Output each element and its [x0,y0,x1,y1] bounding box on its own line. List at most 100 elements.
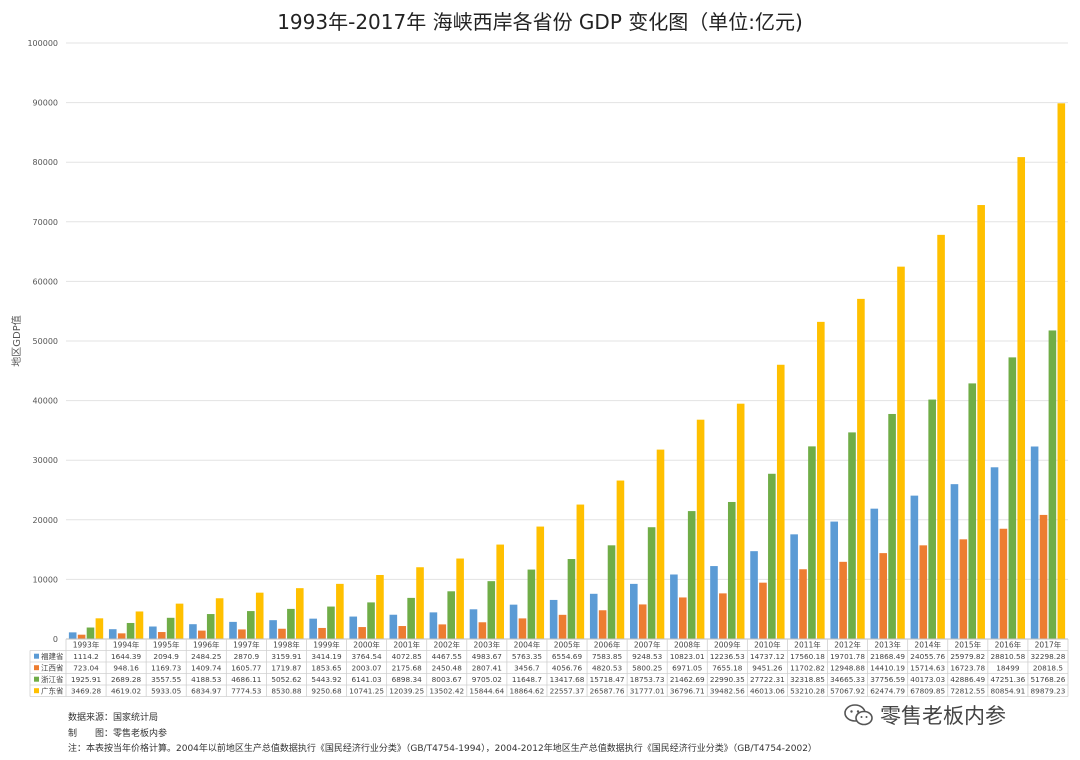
bar [398,626,407,639]
y-tick-label: 90000 [33,99,58,108]
data-table-value: 4820.53 [592,664,623,673]
y-tick-label: 70000 [33,218,58,227]
data-table-value: 18753.73 [630,675,665,684]
bar [736,403,745,639]
bar [536,526,545,639]
footnote: 注：本表按当年价格计算。2004年以前地区生产总值数据执行《国民经济行业分类》（… [68,744,817,754]
bar [438,624,447,639]
bar [656,449,665,639]
data-table-value: 1925.91 [71,675,101,684]
data-table-value: 4686.11 [231,675,261,684]
bar [799,569,807,639]
legend-label: 福建省 [41,651,64,661]
bar [349,616,358,639]
data-table-value: 20818.5 [1033,664,1063,673]
data-table-value: 6971.05 [672,664,702,673]
chart-title: 1993年-2017年 海峡西岸各省份 GDP 变化图（单位:亿元) [277,10,803,34]
data-table-value: 32318.85 [790,675,825,684]
x-tick-label: 2013年 [874,640,901,650]
data-table-value: 14410.19 [870,664,905,673]
x-tick-label: 2010年 [754,640,781,650]
bar [558,614,567,639]
bar [959,539,968,639]
data-table-value: 4072.85 [392,652,422,661]
x-tick-label: 2015年 [955,640,982,650]
data-table-value: 1719.87 [271,664,302,673]
bar [830,521,839,639]
x-tick-label: 1999年 [313,640,340,650]
y-tick-label: 10000 [33,575,58,584]
legend-label: 浙江省 [41,674,64,684]
data-table-value: 26587.76 [590,687,625,696]
data-table-value: 24055.76 [910,652,945,661]
data-table-value: 6141.03 [352,675,383,684]
bar [447,591,456,639]
data-table-value: 2094.9 [153,652,179,661]
data-table-value: 2807.41 [472,664,502,673]
data-table-value: 34665.33 [830,675,865,684]
wechat-icon [844,704,873,726]
legend-swatch [34,665,39,671]
bar [149,626,157,639]
legend-swatch [34,676,39,682]
legend-label: 江西省 [41,663,64,673]
bar [630,583,638,639]
data-table-value: 12039.25 [389,687,424,696]
bar [607,545,616,639]
bar [117,633,126,639]
bar [77,634,86,639]
data-table-value: 1605.77 [231,664,262,673]
bar [576,504,585,639]
data-table-value: 18864.62 [510,687,545,696]
legend-swatch [34,653,39,659]
x-tick-label: 2000年 [353,640,380,650]
bar [198,630,206,639]
x-tick-label: 2003年 [474,640,501,650]
watermark: 零售老板内参 [844,700,1006,730]
bar [255,592,264,639]
bar [429,612,438,639]
bar [910,495,919,639]
x-tick-label: 1994年 [113,640,140,650]
bar [549,599,558,639]
data-table-value: 2484.25 [191,652,221,661]
data-table-value: 9250.68 [311,687,342,696]
bar [358,627,366,639]
bar [487,581,496,639]
bar [870,508,879,639]
data-table-value: 13417.68 [550,675,585,684]
bar [950,484,959,639]
bar [527,569,536,639]
data-table-value: 2689.28 [111,675,142,684]
data-table-value: 3414.19 [311,652,342,661]
data-table-value: 27722.31 [750,675,785,684]
data-table-value: 4056.76 [552,664,583,673]
bar [1030,446,1039,639]
data-table-value: 14737.12 [750,652,785,661]
data-table-value: 28810.58 [990,652,1025,661]
data-table-value: 1114.2 [73,652,99,661]
bar [407,597,415,639]
bar [567,559,576,639]
data-table-value: 51768.26 [1031,675,1066,684]
bar [808,446,816,639]
data-table-value: 9705.02 [472,675,502,684]
bar [215,598,224,639]
bar [469,609,478,639]
data-table-value: 11648.7 [512,675,543,684]
bar [977,205,985,639]
bar [879,553,887,639]
data-table-value: 4619.02 [111,687,141,696]
bar [1057,103,1066,640]
bar [496,544,504,639]
x-tick-label: 1993年 [73,640,100,650]
bar [478,622,487,639]
bar [509,604,518,639]
data-table-value: 8003.67 [432,675,463,684]
bar [247,611,255,639]
x-tick-label: 2001年 [393,640,420,650]
data-table-value: 17560.18 [790,652,825,661]
data-table-value: 19701.78 [830,652,865,661]
bar [848,432,856,639]
